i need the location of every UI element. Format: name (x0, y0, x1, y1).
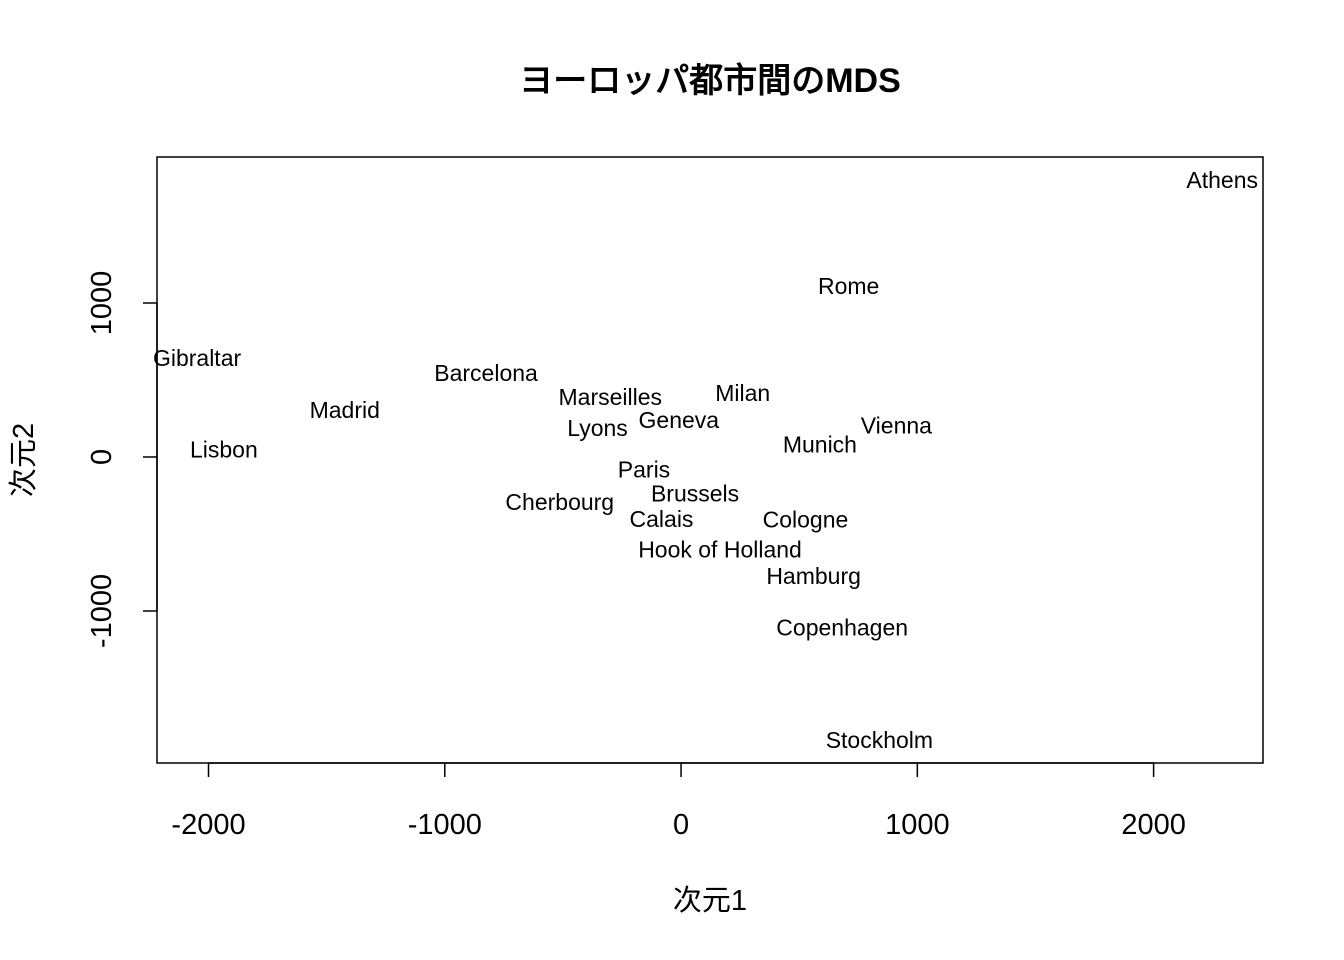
city-label: Barcelona (434, 360, 538, 386)
x-tick-label: 2000 (1121, 809, 1186, 841)
y-axis: -1000 0 1000 (86, 271, 158, 648)
x-axis: -2000 -1000 0 1000 2000 (171, 762, 1186, 841)
city-label: Hook of Holland (638, 537, 802, 563)
city-label: Brussels (651, 481, 739, 507)
x-axis-label: 次元1 (673, 884, 747, 917)
city-label: Stockholm (826, 727, 933, 753)
city-label: Paris (618, 457, 670, 483)
city-label: Lisbon (190, 436, 258, 462)
city-label: Marseilles (559, 384, 663, 410)
city-label: Calais (630, 506, 694, 532)
x-tick-label: 1000 (885, 809, 950, 841)
city-label: Vienna (861, 412, 932, 438)
x-tick-label: -1000 (408, 809, 482, 841)
city-label: Hamburg (766, 563, 861, 589)
plot-frame (156, 156, 1264, 764)
y-tick-label: 1000 (86, 271, 118, 336)
x-tick-label: 0 (673, 809, 689, 841)
city-label: Athens (1186, 167, 1258, 193)
city-label: Geneva (639, 407, 720, 433)
city-label: Gibraltar (153, 345, 242, 371)
city-label: Munich (783, 431, 857, 457)
x-tick-label: -2000 (171, 809, 245, 841)
city-label: Cologne (763, 506, 849, 532)
city-label: Madrid (310, 397, 380, 423)
city-label: Copenhagen (776, 615, 908, 641)
y-tick-label: -1000 (86, 574, 118, 648)
city-label: Cherbourg (505, 489, 614, 515)
city-label: Rome (818, 273, 879, 299)
city-label: Lyons (567, 415, 628, 441)
chart-title: ヨーロッパ都市間のMDS (519, 61, 901, 100)
city-label: Milan (715, 380, 770, 406)
y-axis-label: 次元2 (7, 423, 40, 497)
y-tick-label: 0 (86, 449, 118, 465)
